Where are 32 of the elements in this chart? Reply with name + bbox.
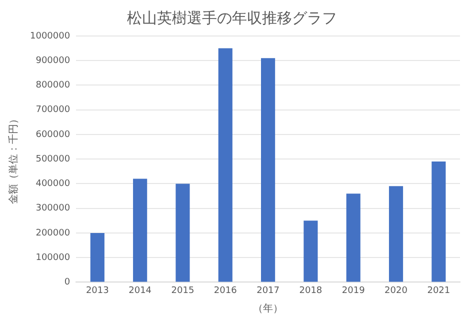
y-tick-label: 700000: [36, 105, 70, 116]
y-tick-label: 100000: [36, 252, 70, 263]
bar: [432, 162, 446, 282]
x-tick-label: 2017: [256, 286, 280, 296]
x-tick-label: 2013: [86, 286, 109, 296]
x-axis-title: （年）: [253, 302, 284, 315]
y-tick-label: 500000: [36, 154, 70, 164]
y-tick-label: 400000: [36, 179, 70, 190]
bar: [133, 178, 148, 282]
y-tick-label: 300000: [36, 204, 70, 214]
y-axis-title: 金額（単位：千円）: [8, 114, 20, 204]
y-tick-label: 0: [64, 278, 70, 288]
x-tick-label: 2019: [342, 286, 366, 296]
x-tick-label: 2014: [128, 286, 152, 296]
y-tick-label: 1000000: [30, 31, 70, 42]
bar: [90, 232, 104, 282]
bar: [261, 58, 276, 282]
x-tick-label: 2018: [299, 286, 322, 296]
bar: [388, 186, 404, 282]
x-tick-label: 2020: [384, 286, 408, 296]
x-tick-label: 2021: [427, 286, 450, 296]
y-tick-label: 200000: [36, 228, 70, 238]
chart-title: 松山英樹選手の年収推移グラフ: [127, 8, 337, 27]
bar: [176, 184, 190, 282]
bar: [218, 48, 232, 282]
y-tick-label: 900000: [36, 56, 70, 66]
x-tick-label: 2016: [214, 286, 238, 296]
x-tick-label: 2015: [171, 286, 194, 296]
y-tick-label: 600000: [36, 130, 70, 140]
bar: [346, 194, 360, 282]
y-tick-label: 800000: [36, 80, 70, 91]
bar: [304, 220, 318, 282]
